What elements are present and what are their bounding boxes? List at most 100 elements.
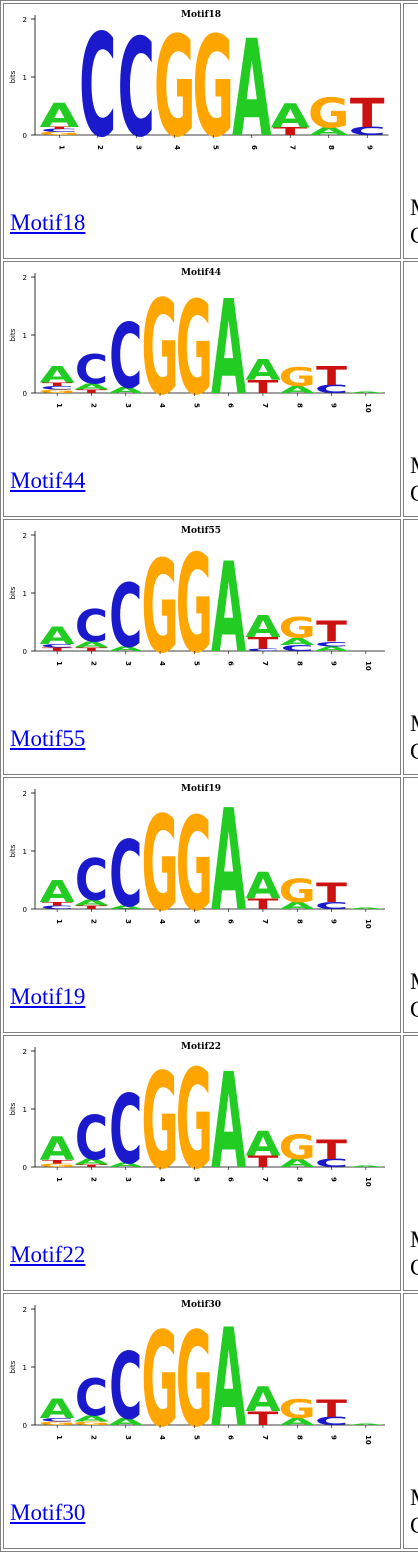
logo-letter-A: A (271, 97, 311, 136)
y-tick-label: 2 (23, 274, 27, 282)
position-label: 1 (55, 1177, 63, 1182)
logo-letter-A: A (280, 900, 316, 911)
motif-link[interactable]: Motif18 (10, 210, 86, 235)
logo-letter-G: G (176, 526, 213, 683)
position-label: 3 (124, 919, 132, 924)
motif-link[interactable]: Motif44 (10, 468, 86, 493)
position-label: 6 (250, 145, 258, 150)
logo-letter-G: G (308, 89, 350, 137)
logo-letter-T: T (316, 877, 348, 909)
position-label: 7 (261, 1177, 269, 1182)
logo-letter-G: G (176, 789, 213, 940)
logo-letter-T: T (42, 126, 77, 130)
logo-letter-T: T (248, 896, 279, 913)
position-label: 5 (192, 403, 200, 408)
logo-letter-T: T (76, 1164, 107, 1168)
motif-link[interactable]: Motif30 (10, 1500, 86, 1525)
motif-link[interactable]: Motif55 (10, 726, 86, 751)
logo-letter-C: C (109, 1334, 142, 1441)
position-label: 10 (364, 661, 372, 671)
motif-info-cell: MC (402, 1293, 418, 1549)
position-label: 9 (330, 403, 338, 408)
motif-row: Motif30 0 1 2 bits G C A 1 G A C 2 A C 3 G 4 G 5 A 6 T A 7 A G 8 C T 9… (3, 1293, 418, 1549)
position-label: 9 (330, 661, 338, 666)
motif-info-line-1: M (410, 1226, 418, 1254)
logo-letter-T: T (316, 1134, 348, 1166)
logo-letter-A: A (245, 354, 281, 387)
logo-letter-A: A (348, 392, 383, 394)
motif-table-body: Motif18 0 1 2 bits G C T A 1 C 2 C 3 G 4 G 5 A 6 T A 7 A G 8 C T 9 Mo… (3, 3, 418, 1549)
y-tick-label: 1 (23, 1364, 27, 1372)
motif-row: Motif22 0 1 2 bits G T A 1 T A C 2 A C 3 G 4 G 5 A 6 T A 7 A G 8 C T 9… (3, 1035, 418, 1291)
position-label: 9 (330, 1435, 338, 1440)
position-label: 6 (227, 661, 235, 666)
logo-letter-C: C (75, 1102, 108, 1173)
logo-letter-A: A (245, 1125, 280, 1164)
logo-letter-C: C (315, 1157, 348, 1170)
position-label: 10 (364, 1435, 372, 1445)
position-label: 3 (124, 403, 132, 408)
logo-letter-A: A (108, 645, 143, 652)
motif-link[interactable]: Motif22 (10, 1242, 86, 1267)
logo-letter-A: A (40, 1393, 75, 1425)
motif-logo-cell: Motif19 0 1 2 bits C T A 1 T A C 2 A C 3 G 4 G 5 A 6 T A 7 A G 8 C T 9… (3, 777, 401, 1033)
logo-letter-A: A (108, 1416, 144, 1427)
position-label: 5 (192, 1435, 200, 1440)
motif-info-cell: MC (402, 519, 418, 775)
position-label: 3 (124, 1177, 132, 1182)
logo-letter-A: A (280, 636, 316, 647)
y-tick-label: 0 (23, 1422, 27, 1430)
y-axis-label: bits (9, 328, 17, 341)
logo-letter-G: G (176, 1042, 213, 1200)
logo-letter-T: T (42, 647, 73, 653)
y-tick-label: 2 (23, 532, 27, 540)
logo-letter-C: C (281, 644, 314, 653)
position-label: 8 (327, 145, 335, 150)
logo-letter-C: C (41, 385, 74, 391)
logo-letter-T: T (42, 382, 73, 388)
logo-letter-G: G (141, 1305, 178, 1457)
motif-info-line-1: M (410, 710, 418, 738)
motif-info-line-1: M (410, 194, 418, 222)
logo-letter-A: A (40, 97, 80, 136)
logo-letter-T: T (248, 634, 279, 652)
y-tick-label: 0 (23, 648, 27, 656)
logo-title: Motif22 (181, 1042, 221, 1052)
position-label: 8 (295, 1435, 303, 1440)
motif-info-line-2: C (409, 481, 418, 506)
motif-info-line-2: C (409, 1255, 418, 1280)
motif-link[interactable]: Motif19 (10, 984, 86, 1009)
logo-letter-A: A (211, 1300, 246, 1457)
logo-letter-T: T (350, 90, 385, 136)
position-label: 6 (227, 919, 235, 924)
logo-letter-A: A (348, 908, 383, 910)
logo-letter-A: A (280, 1157, 316, 1170)
logo-letter-C: C (315, 383, 348, 396)
logo-letter-G: G (39, 389, 76, 395)
logo-letter-A: A (211, 273, 246, 425)
motif-logo-cell: Motif30 0 1 2 bits G C A 1 G A C 2 A C 3 G 4 G 5 A 6 T A 7 A G 8 C T 9… (3, 1293, 401, 1549)
logo-letter-A: A (314, 645, 349, 652)
position-label: 8 (295, 919, 303, 924)
motif-info-cell: MC (402, 1035, 418, 1291)
motif-info-line-2: C (409, 997, 418, 1022)
logo-letter-G: G (279, 1129, 316, 1168)
y-axis-label: bits (9, 70, 17, 83)
logo-letter-C: C (315, 640, 348, 647)
position-label: 7 (288, 145, 296, 150)
logo-letter-A: A (211, 537, 246, 682)
logo-letter-G: G (176, 273, 213, 424)
logo-letter-T: T (42, 901, 73, 907)
position-label: 4 (158, 1435, 166, 1440)
logo-letter-G: G (192, 6, 234, 168)
logo-letter-C: C (109, 1074, 142, 1185)
logo-letter-G: G (141, 1045, 178, 1199)
logo-letter-C: C (75, 347, 108, 394)
position-label: 2 (89, 403, 97, 408)
logo-letter-G: G (176, 1305, 213, 1457)
motif-logo-cell: Motif18 0 1 2 bits G C T A 1 C 2 C 3 G 4 G 5 A 6 T A 7 A G 8 C T 9 Mo… (3, 3, 401, 259)
position-label: 4 (158, 661, 166, 666)
